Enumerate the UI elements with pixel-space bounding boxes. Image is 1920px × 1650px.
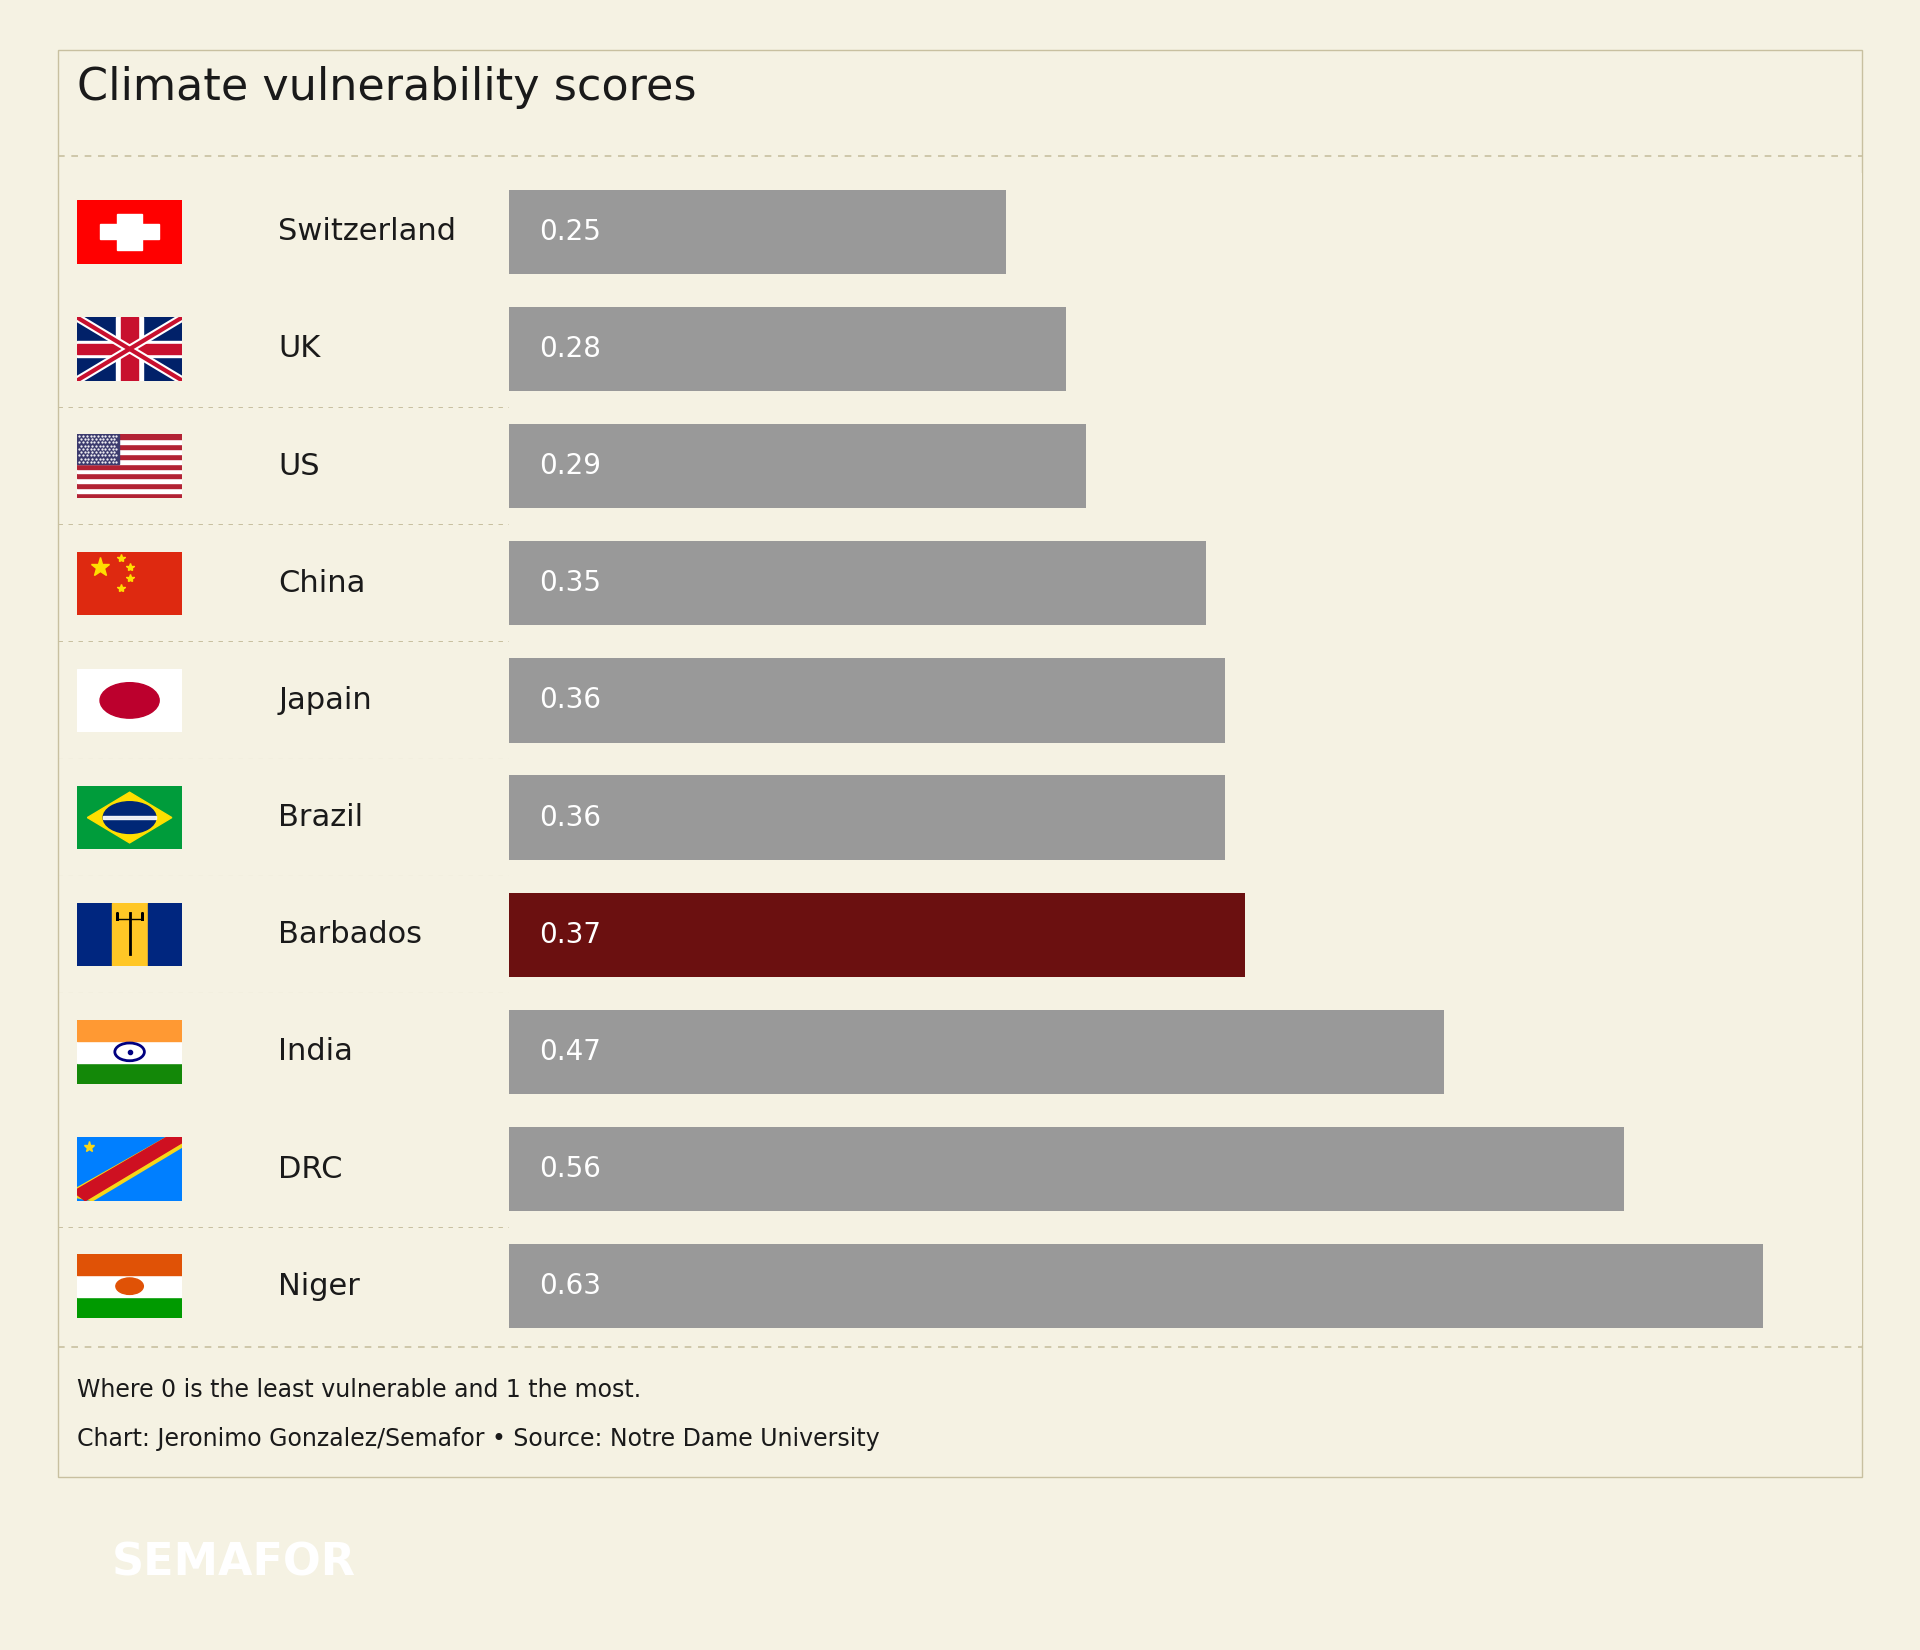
Text: 0.36: 0.36 <box>540 804 601 832</box>
Bar <box>148 903 182 967</box>
Bar <box>509 1244 1763 1328</box>
Bar <box>77 459 182 464</box>
Bar <box>77 1020 182 1041</box>
Bar <box>509 190 1006 274</box>
Bar <box>77 903 111 967</box>
Bar <box>509 424 1087 508</box>
Text: Chart: Jeronimo Gonzalez/Semafor • Source: Notre Dame University: Chart: Jeronimo Gonzalez/Semafor • Sourc… <box>77 1427 879 1452</box>
Polygon shape <box>88 792 173 843</box>
Bar <box>509 1127 1624 1211</box>
Bar <box>117 214 142 249</box>
Text: 0.28: 0.28 <box>540 335 601 363</box>
Bar <box>77 1041 182 1063</box>
Bar <box>77 343 182 355</box>
Text: SEMAFOR: SEMAFOR <box>111 1541 355 1586</box>
Text: 0.25: 0.25 <box>540 218 601 246</box>
Bar <box>104 815 156 820</box>
Bar <box>77 493 182 498</box>
Bar <box>115 317 144 381</box>
Bar <box>77 439 182 444</box>
Text: UK: UK <box>278 335 321 363</box>
Text: 0.35: 0.35 <box>540 569 601 597</box>
Text: US: US <box>278 452 321 480</box>
Circle shape <box>115 1279 144 1294</box>
Bar <box>509 893 1246 977</box>
Text: Niger: Niger <box>278 1272 361 1300</box>
Bar <box>509 658 1225 742</box>
Polygon shape <box>77 1137 182 1201</box>
Circle shape <box>100 683 159 718</box>
Text: Japain: Japain <box>278 686 372 714</box>
Bar <box>77 342 182 356</box>
Text: Where 0 is the least vulnerable and 1 the most.: Where 0 is the least vulnerable and 1 th… <box>77 1378 641 1402</box>
Bar <box>77 444 182 449</box>
Bar <box>77 478 182 483</box>
Text: 0.36: 0.36 <box>540 686 601 714</box>
Bar <box>77 1254 182 1275</box>
Text: India: India <box>278 1038 353 1066</box>
Bar <box>111 903 148 967</box>
Text: 0.29: 0.29 <box>540 452 601 480</box>
Bar <box>77 1275 182 1297</box>
Bar <box>77 483 182 488</box>
Bar <box>77 474 182 478</box>
Text: Barbados: Barbados <box>278 921 422 949</box>
Text: China: China <box>278 569 367 597</box>
Bar <box>77 434 119 464</box>
Bar <box>77 454 182 459</box>
Bar <box>77 469 182 474</box>
Text: 0.63: 0.63 <box>540 1272 601 1300</box>
Text: 0.47: 0.47 <box>540 1038 601 1066</box>
Bar <box>509 776 1225 860</box>
Circle shape <box>104 802 156 833</box>
Bar <box>509 541 1206 625</box>
Bar <box>77 434 182 439</box>
Polygon shape <box>77 1137 182 1201</box>
Bar <box>77 449 182 454</box>
Bar <box>77 464 182 469</box>
Text: 0.37: 0.37 <box>540 921 601 949</box>
Bar <box>77 488 182 493</box>
Text: DRC: DRC <box>278 1155 344 1183</box>
Bar <box>100 224 159 239</box>
Text: 0.56: 0.56 <box>540 1155 601 1183</box>
Text: Switzerland: Switzerland <box>278 218 457 246</box>
Bar <box>121 317 138 381</box>
Bar <box>509 1010 1444 1094</box>
Bar <box>509 307 1066 391</box>
Text: Brazil: Brazil <box>278 804 363 832</box>
Text: Climate vulnerability scores: Climate vulnerability scores <box>77 66 697 109</box>
